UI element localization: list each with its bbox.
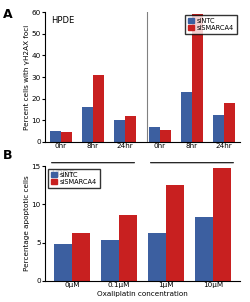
Bar (160, 130, 171, 142)
Text: HPDE: HPDE (51, 16, 74, 25)
Text: 1 μM oxaliplatin: 1 μM oxaliplatin (64, 178, 122, 184)
Legend: siNTC, siSMARCA4: siNTC, siSMARCA4 (48, 169, 100, 188)
Bar (192, 14, 203, 142)
Bar (149, 127, 160, 142)
Text: B: B (2, 149, 12, 162)
Bar (119, 215, 137, 281)
Bar (114, 120, 125, 142)
Y-axis label: Percent cells with γH2AX foci: Percent cells with γH2AX foci (24, 24, 30, 130)
Bar (54, 244, 72, 281)
Text: 10 μM oxaliplatin: 10 μM oxaliplatin (161, 178, 223, 184)
X-axis label: Oxaliplatin concentration: Oxaliplatin concentration (97, 291, 188, 297)
Bar (125, 116, 136, 142)
Y-axis label: Percentage apoptotic cells: Percentage apoptotic cells (24, 175, 30, 271)
Bar (72, 233, 90, 281)
Bar (61, 132, 72, 142)
Bar (82, 107, 93, 142)
Bar (93, 75, 104, 142)
Bar (213, 115, 224, 142)
Legend: siNTC, siSMARCA4: siNTC, siSMARCA4 (186, 15, 237, 34)
Bar (181, 92, 192, 142)
Bar (166, 185, 184, 281)
Bar (224, 103, 235, 142)
Text: HPDE: HPDE (51, 169, 74, 178)
Bar (195, 217, 213, 281)
Bar (213, 168, 231, 281)
Bar (101, 240, 119, 281)
Bar (50, 131, 61, 142)
Text: A: A (2, 8, 12, 21)
Bar (148, 233, 166, 281)
